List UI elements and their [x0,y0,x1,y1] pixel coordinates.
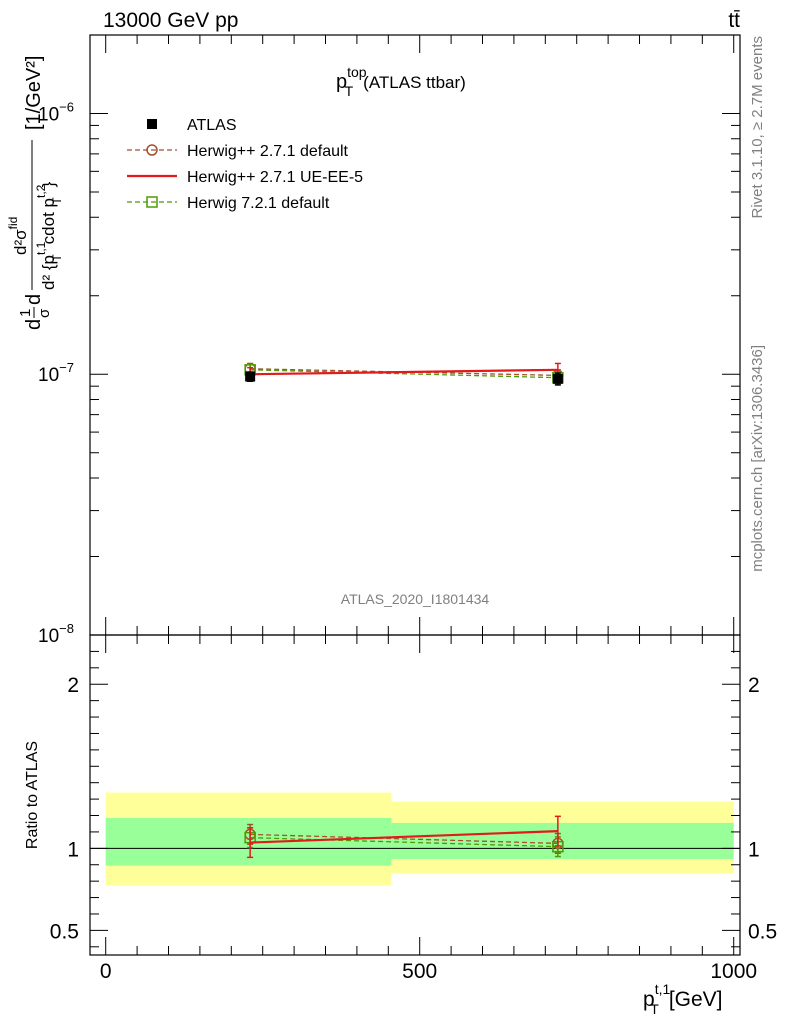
ylabel-den-sub2: T [50,197,64,205]
ratio-ytick-label-right-0: 2 [748,674,760,697]
legend-label-2: Herwig++ 2.7.1 UE-EE-5 [187,169,363,186]
xtick-label-0: 0 [100,960,112,983]
energy-label: 13000 GeV pp [103,9,238,32]
xlabel-sub: T [650,1001,659,1017]
main-point-3-0 [245,371,256,382]
main-ticks [90,34,740,636]
ratio-ytick-labels: 2 2 1 1 0.5 0.5 [50,674,777,943]
ylabel-den-sup: t,1 [34,241,48,255]
main-ytick-label-2: 10−8 [38,621,74,647]
ratio-ytick-label-right-2: 0.5 [748,920,777,943]
ratio-xlabel: pt,1 T [GeV] [643,981,723,1017]
ratio-xtick-labels: 0 500 1000 [100,960,757,983]
main-title-sub: T [345,83,354,99]
mcplots-label: mcplots.cern.ch [arXiv:1306.3436] [749,345,766,572]
svg-text:1: 1 [17,309,34,317]
analysis-watermark: ATLAS_2020_I1801434 [341,591,490,607]
ratio-ylabel: Ratio to ATLAS [24,741,41,849]
legend-marker-3 [146,196,158,208]
legend-marker-0 [147,119,157,129]
legend-marker-1 [146,144,158,156]
legend: ATLAS Herwig++ 2.7.1 default Herwig++ 2.7.… [127,117,363,212]
svg-text:σ: σ [36,308,53,318]
ylabel-d2: d [23,294,45,305]
ratio-ytick-label-right-1: 1 [748,838,760,861]
ratio-ytick-label-2: 0.5 [50,920,79,943]
legend-label-0: ATLAS [187,117,237,134]
xlabel-unit: [GeV] [669,988,723,1011]
legend-label-3: Herwig 7.2.1 default [187,195,330,212]
xtick-label-1: 500 [402,960,437,983]
main-title-sup: top [347,64,367,80]
ylabel-numerator-sup: fid [6,217,20,230]
ratio-series-layer [244,815,564,859]
main-title-symbol: p [336,71,347,93]
main-title-rest: (ATLAS ttbar) [363,73,466,92]
ylabel-d1: d [23,319,45,330]
ylabel-frac-top: 1 [17,309,34,317]
ratio-line-0 [250,833,558,845]
main-series-layer [244,362,564,386]
rivet-label: Rivet 3.1.10, ≥ 2.7M events [749,36,766,219]
ylabel-unit: [1/GeV²] [23,56,45,130]
main-title: ptop T (ATLAS ttbar) [336,64,466,99]
main-point-3-1 [552,373,563,384]
ylabel-frac-bot: σ [36,308,53,318]
main-ylabel: d 1 σ d d²σfid d² {pt,1Tcdot pt,2T} [1/G… [6,56,64,330]
svg-text:d: d [23,294,45,305]
ylabel-denominator: d² {p [39,255,58,290]
ratio-line-1 [250,837,558,848]
ratio-ticks [90,634,740,955]
svg-text:d: d [23,319,45,330]
ylabel-den-sub: T [50,254,64,262]
xlabel-symbol: p [643,988,655,1011]
ratio-ytick-label-0: 2 [67,674,79,697]
ylabel-den-rest: cdot p [39,198,58,244]
process-label: tt̄ [728,9,740,32]
main-line-2 [250,368,558,376]
svg-text:d²σfid: d²σfid [6,217,30,255]
ylabel-numerator: d²σ [11,229,30,255]
ratio-ytick-label-1: 1 [67,838,79,861]
ylabel-den-close: } [39,181,58,187]
xtick-label-2: 1000 [710,960,757,983]
ratio-plot-frame [89,634,741,956]
xlabel-sup: t,1 [655,981,671,997]
main-ytick-labels: 10−6 10−7 10−8 [38,99,74,647]
ylabel-den-sup2: t,2 [34,184,48,198]
svg-text:d² {pt,1Tcdot pt,2T}: d² {pt,1Tcdot pt,2T} [34,181,64,290]
main-ytick-label-0: 10−6 [38,99,74,125]
ratio-line-2 [250,830,558,844]
svg-text:[1/GeV²]: [1/GeV²] [23,56,45,130]
main-line-1 [250,369,558,379]
legend-label-1: Herwig++ 2.7.1 default [187,143,349,160]
main-ytick-label-1: 10−7 [38,360,74,386]
